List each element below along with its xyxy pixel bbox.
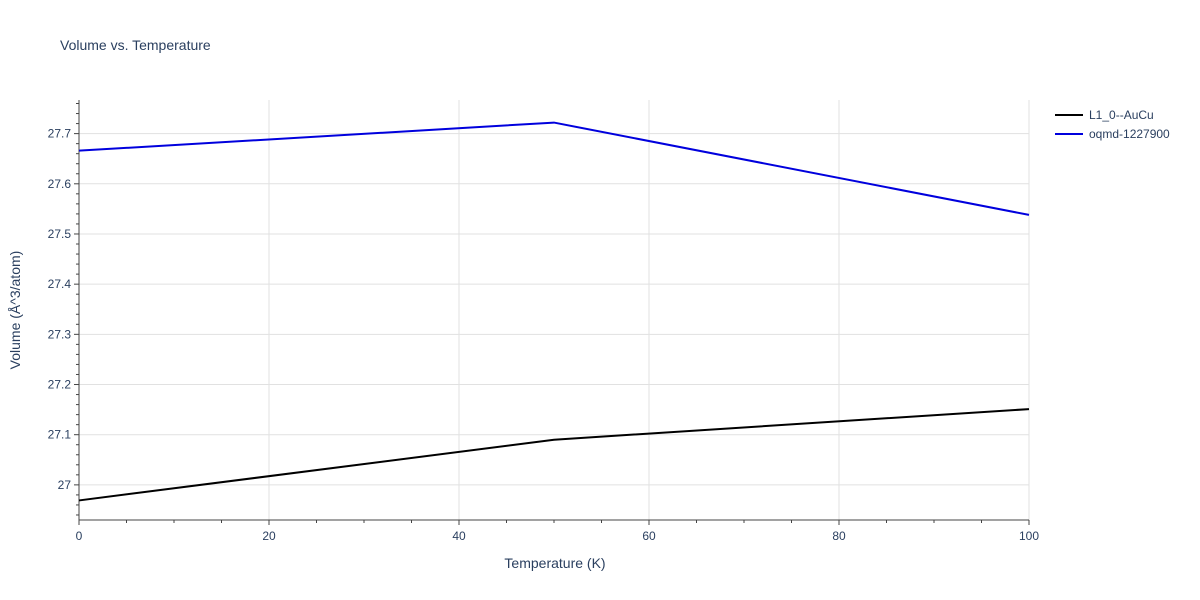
y-tick-label: 27.4 [48,277,72,291]
x-tick-label: 60 [642,529,656,543]
y-tick-label: 27.6 [48,177,72,191]
legend[interactable]: L1_0--AuCu oqmd-1227900 [1055,108,1170,141]
x-axis-label: Temperature (K) [504,555,605,571]
legend-item-1[interactable]: oqmd-1227900 [1055,127,1170,141]
series-layer [78,121,1030,502]
y-tick-label: 27.1 [48,428,72,442]
series-line-0[interactable] [78,408,1030,502]
x-tick-label: 100 [1019,529,1039,543]
axis-layer: 0 20 40 60 80 100 27 27.1 27.2 27.3 27.4 27.5 27.6 27… [48,100,1039,543]
legend-label: L1_0--AuCu [1089,108,1154,122]
legend-label: oqmd-1227900 [1089,127,1170,141]
y-tick-label: 27.3 [48,327,72,341]
x-tick-label: 40 [452,529,466,543]
y-tick-label: 27 [58,478,72,492]
x-tick-label: 80 [832,529,846,543]
y-tick-label: 27.5 [48,227,72,241]
series-line-1[interactable] [78,121,1030,216]
y-tick-label: 27.2 [48,378,72,392]
y-axis-label: Volume (Å^3/atom) [7,251,23,370]
x-tick-label: 0 [76,529,83,543]
grid-layer [79,100,1030,520]
x-tick-label: 20 [262,529,276,543]
y-tick-label: 27.7 [48,127,72,141]
chart-title: Volume vs. Temperature [60,37,211,53]
legend-item-0[interactable]: L1_0--AuCu [1055,108,1154,122]
